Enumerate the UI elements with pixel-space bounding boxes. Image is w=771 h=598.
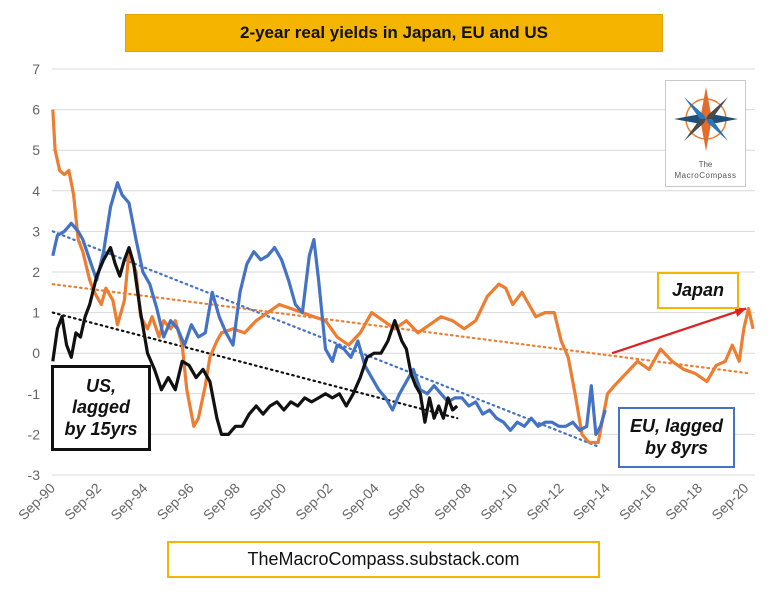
x-tick-label: Sep-14 [570,480,613,523]
annotation-japan: Japan [657,272,739,309]
series-lines [51,109,755,445]
x-tick-label: Sep-08 [431,480,474,523]
arrow-head [734,307,747,317]
y-tick-label: -1 [28,386,41,402]
y-tick-label: 3 [32,223,40,239]
japan-arrow [611,307,747,355]
y-tick-label: 4 [32,183,40,199]
x-tick-label: Sep-12 [523,480,566,523]
y-tick-label: 5 [32,142,40,158]
y-tick-label: 2 [32,264,40,280]
y-tick-label: -3 [28,467,41,483]
gridlines [52,68,755,476]
x-tick-label: Sep-00 [246,480,289,523]
y-tick-label: 7 [32,61,40,77]
y-tick-label: 0 [32,345,40,361]
x-tick-label: Sep-94 [107,480,150,523]
series-line [51,181,607,436]
logo-line-1: The [698,160,713,169]
x-tick-label: Sep-96 [154,480,197,523]
x-tick-label: Sep-16 [616,480,659,523]
trendline [51,283,752,375]
y-tick-label: -2 [28,426,41,442]
x-tick-label: Sep-20 [708,480,751,523]
series-line [51,109,755,445]
x-tick-label: Sep-90 [15,480,58,523]
macrocompass-logo: The MacroCompass [665,80,746,187]
x-axis-ticks: Sep-90 Sep-92 Sep-94 Sep-96 Sep-98 Sep-00 Sep-… [15,480,752,523]
series-line [51,246,459,436]
x-tick-label: Sep-10 [477,480,520,523]
logo-line-2: MacroCompass [674,171,737,180]
y-tick-label: 6 [32,102,40,118]
y-tick-label: 1 [32,305,40,321]
x-tick-label: Sep-04 [338,480,381,523]
trendline [51,311,459,420]
annotation-eu: EU, lagged by 8yrs [618,407,735,468]
compass-icon [674,87,738,151]
x-tick-label: Sep-92 [61,480,104,523]
chart-title: 2-year real yields in Japan, EU and US [125,14,663,52]
x-tick-label: Sep-98 [200,480,243,523]
x-tick-label: Sep-18 [662,480,705,523]
x-tick-label: Sep-06 [385,480,428,523]
arrow-shaft [611,307,747,355]
x-tick-label: Sep-02 [292,480,335,523]
annotation-us: US, lagged by 15yrs [51,365,151,451]
source-label: TheMacroCompass.substack.com [167,541,600,578]
y-axis-ticks: -3 -2 -1 0 1 2 3 4 5 6 7 [28,61,41,483]
